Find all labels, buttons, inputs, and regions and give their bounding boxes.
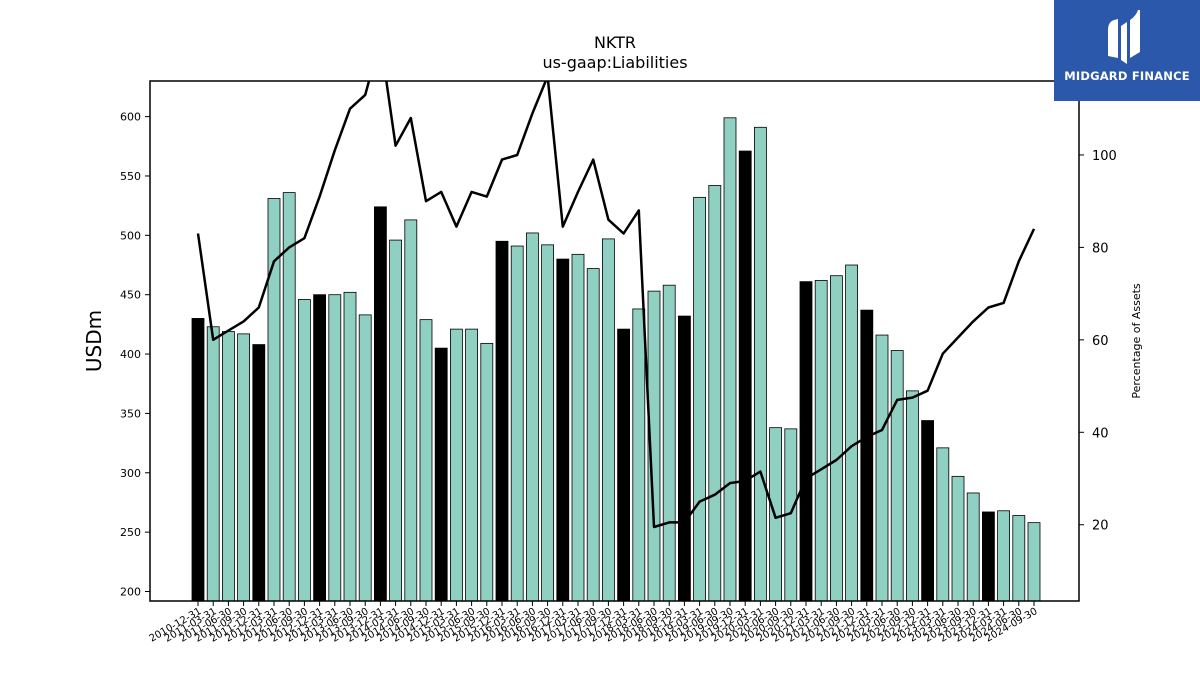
y-tick-label-left: 300 xyxy=(120,467,141,480)
bar-quarter xyxy=(297,299,311,602)
y-tick-label-right: 40 xyxy=(1092,426,1109,441)
bar-quarter xyxy=(662,284,676,602)
y-tick-label-left: 550 xyxy=(120,170,141,183)
bar-quarter xyxy=(814,280,828,602)
bar-quarter xyxy=(1012,515,1026,602)
bar-series xyxy=(191,117,1041,602)
bar-quarter xyxy=(602,238,615,602)
bar-quarter xyxy=(906,390,919,602)
bar-quarter xyxy=(845,264,858,602)
y-axis-label-left: USDm xyxy=(82,310,106,372)
bar-annual xyxy=(617,328,630,602)
bar-annual xyxy=(799,281,813,602)
percentage-line xyxy=(196,81,1036,529)
y-axis-label-right: Percentage of Assets xyxy=(1130,283,1143,399)
bar-quarter xyxy=(693,196,706,602)
bar-annual xyxy=(678,315,691,602)
y-tick-label-left: 600 xyxy=(120,111,141,124)
bar-quarter xyxy=(890,350,904,602)
line-series xyxy=(196,81,1036,529)
y-tick-label-right: 20 xyxy=(1092,519,1109,534)
y-tick-label-left: 450 xyxy=(120,289,141,302)
bar-annual xyxy=(738,150,752,602)
bar-quarter xyxy=(632,308,646,602)
x-axis: 2010-12-312011-03-312011-06-302011-09-30… xyxy=(148,601,1040,645)
bar-quarter xyxy=(875,334,889,602)
bar-annual xyxy=(313,294,327,602)
bar-quarter xyxy=(449,328,463,602)
bar-annual xyxy=(191,318,205,602)
bar-quarter xyxy=(221,331,235,602)
bar-quarter xyxy=(586,268,600,602)
chart-title: NKTR xyxy=(594,33,636,52)
bar-quarter xyxy=(389,239,403,602)
bar-annual xyxy=(373,206,387,602)
bar-quarter xyxy=(830,275,843,602)
y-axis-left: 200 250 300 350 400 450 500 550 600 xyxy=(120,111,150,599)
y-tick-label-left: 350 xyxy=(120,407,141,420)
bar-quarter xyxy=(282,192,296,602)
bar-annual xyxy=(434,347,448,602)
bar-annual xyxy=(982,511,995,602)
bar-quarter xyxy=(237,333,251,602)
bar-quarter xyxy=(571,253,585,602)
bar-quarter xyxy=(1027,522,1041,602)
midgard-logo-icon xyxy=(1108,10,1140,64)
y-tick-label-left: 200 xyxy=(120,586,141,599)
bar-quarter xyxy=(708,185,722,602)
bar-quarter xyxy=(206,326,220,602)
bar-quarter xyxy=(966,492,980,602)
y-tick-label-right: 100 xyxy=(1092,149,1117,164)
y-axis-right: 20 40 60 80 100 xyxy=(1079,149,1117,534)
bar-quarter xyxy=(754,126,767,602)
bar-quarter xyxy=(997,510,1010,602)
bar-quarter xyxy=(419,319,433,602)
y-tick-label-right: 80 xyxy=(1092,241,1109,256)
y-tick-label-left: 400 xyxy=(120,348,141,361)
bar-quarter xyxy=(526,232,539,602)
chart-subtitle: us-gaap:Liabilities xyxy=(542,53,687,72)
bar-quarter xyxy=(465,328,479,602)
bar-quarter xyxy=(358,314,372,602)
bar-annual xyxy=(860,309,874,602)
y-tick-label-left: 500 xyxy=(120,229,141,242)
bar-annual xyxy=(495,240,509,602)
bar-quarter xyxy=(936,447,950,602)
bar-quarter xyxy=(951,475,965,602)
bar-annual xyxy=(556,258,570,602)
bar-quarter xyxy=(723,117,737,602)
y-tick-label-right: 60 xyxy=(1092,334,1109,349)
bar-annual xyxy=(921,420,934,602)
bar-annual xyxy=(252,344,266,602)
bar-quarter xyxy=(404,219,418,602)
bar-quarter xyxy=(480,342,494,602)
y-tick-label-left: 250 xyxy=(120,526,141,539)
brand-logo: MIDGARD FINANCE xyxy=(1054,0,1200,101)
bar-quarter xyxy=(510,245,524,602)
brand-name: MIDGARD FINANCE xyxy=(1064,69,1190,83)
bar-quarter xyxy=(328,294,342,602)
plot-frame xyxy=(149,80,1080,602)
bar-quarter xyxy=(343,291,357,602)
bar-quarter xyxy=(541,244,554,602)
